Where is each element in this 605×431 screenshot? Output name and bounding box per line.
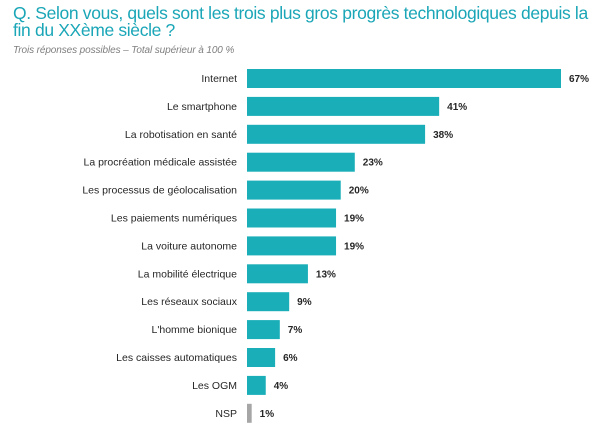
bar [247, 208, 337, 228]
category-label: La procréation médicale assistée [83, 157, 237, 169]
bar [247, 69, 561, 88]
category-label: La voiture autonome [141, 240, 237, 252]
value-label: 7% [288, 325, 303, 336]
value-label: 38% [433, 130, 453, 141]
value-label: 13% [316, 269, 336, 280]
value-label: 1% [260, 409, 275, 420]
category-label: Les processus de géolocalisation [82, 185, 237, 197]
bar [247, 348, 276, 367]
bars-group: Internet 67% Le smartphone 41% La robotisati… [82, 69, 589, 423]
bar [247, 96, 440, 116]
category-label: NSP [215, 408, 237, 420]
category-label: La robotisation en santé [125, 129, 237, 141]
bar [247, 292, 290, 312]
value-label: 20% [349, 186, 369, 197]
value-label: 19% [344, 214, 364, 225]
category-label: La mobilité électrique [138, 268, 237, 280]
value-label: 23% [363, 158, 383, 169]
value-label: 4% [274, 381, 289, 392]
chart-subtitle: Trois réponses possibles – Total supérie… [13, 45, 235, 56]
bar [247, 236, 337, 256]
bar [247, 264, 308, 284]
category-label: Internet [201, 73, 237, 85]
category-label: Les caisses automatiques [116, 352, 237, 364]
value-label: 6% [283, 353, 298, 364]
category-label: Les réseaux sociaux [141, 296, 237, 308]
bar [247, 320, 280, 340]
chart-title: Q. Selon vous, quels sont les trois plus… [13, 3, 588, 40]
bar [247, 375, 266, 395]
value-label: 19% [344, 241, 364, 252]
value-label: 41% [447, 102, 467, 113]
value-label: 67% [569, 74, 589, 85]
category-label: Le smartphone [167, 101, 237, 113]
bar [247, 180, 341, 200]
category-label: L'homme bionique [152, 324, 238, 336]
category-label: Les paiements numériques [111, 213, 237, 225]
value-label: 9% [297, 297, 312, 308]
bar [247, 124, 426, 144]
bar [247, 403, 252, 423]
category-label: Les OGM [192, 380, 237, 392]
bar [247, 152, 355, 172]
